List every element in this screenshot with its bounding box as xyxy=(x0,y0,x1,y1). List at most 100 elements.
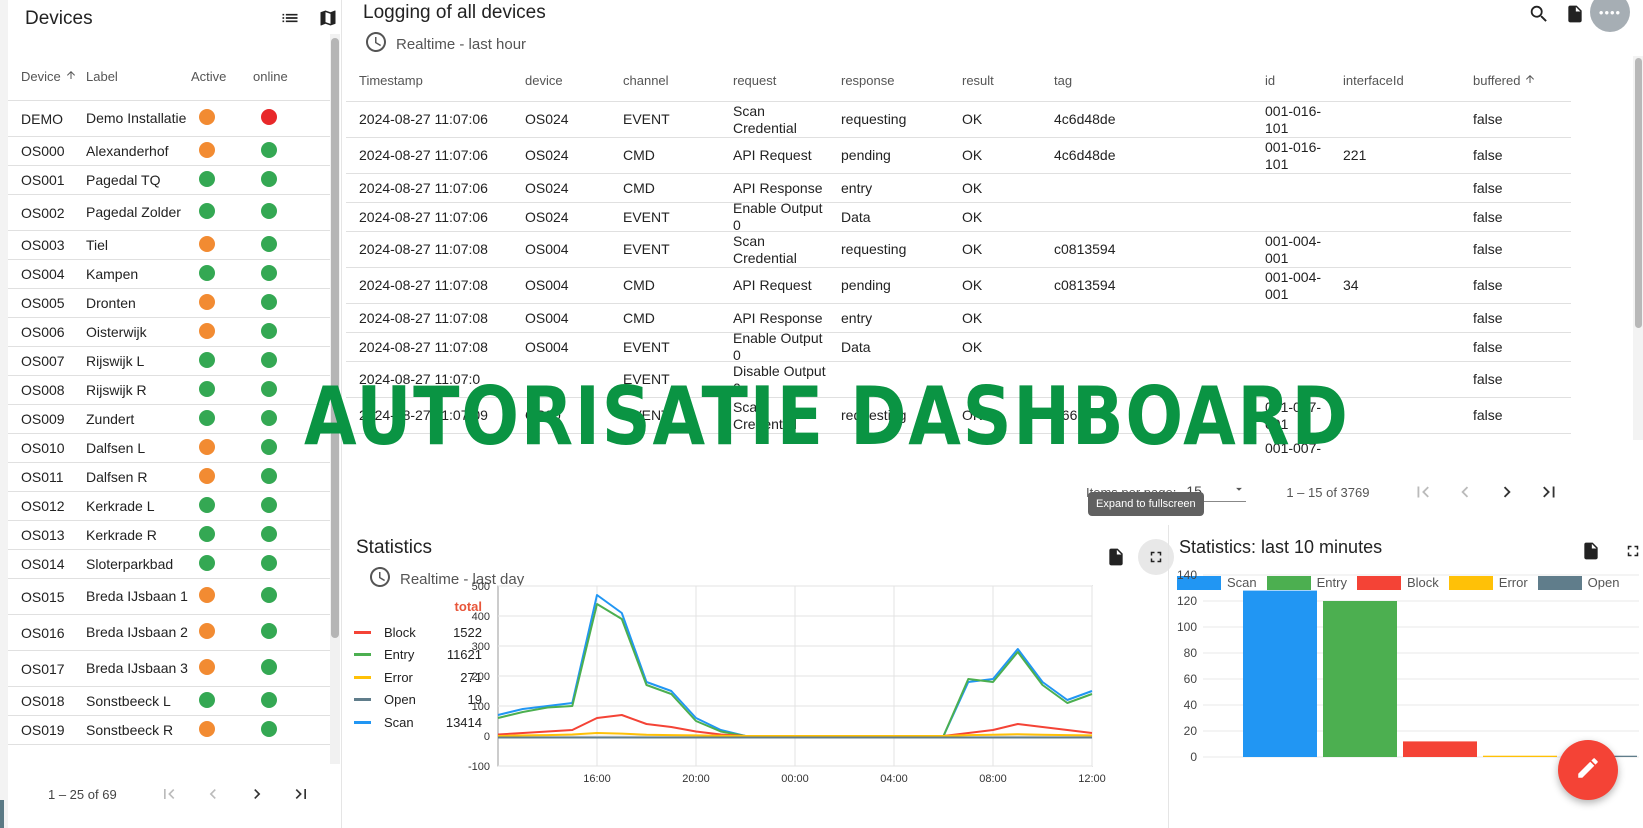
col-timestamp-header[interactable]: Timestamp xyxy=(359,73,423,88)
col-request-header[interactable]: request xyxy=(733,73,777,88)
prev-page-icon[interactable] xyxy=(201,782,225,806)
map-view-icon[interactable] xyxy=(316,6,340,30)
device-row[interactable]: OS016 Breda IJsbaan 2 xyxy=(8,615,330,651)
col-label-header[interactable]: Label xyxy=(86,68,118,84)
device-row[interactable]: OS013 Kerkrade R xyxy=(8,521,330,550)
device-row[interactable]: OS014 Sloterparkbad xyxy=(8,550,330,579)
stats10-legend-item[interactable]: Open xyxy=(1537,575,1619,590)
online-status xyxy=(253,203,313,222)
stats10-legend-item[interactable]: Scan xyxy=(1177,575,1257,590)
device-row[interactable]: OS000 Alexanderhof xyxy=(8,137,330,166)
first-page-icon[interactable] xyxy=(1411,480,1435,504)
device-row[interactable]: OS001 Pagedal TQ xyxy=(8,166,330,195)
device-row[interactable]: OS006 Oisterwijk xyxy=(8,318,330,347)
online-status xyxy=(253,720,313,740)
active-status-dot xyxy=(199,467,215,484)
col-channel-header[interactable]: channel xyxy=(623,73,669,88)
device-id: OS011 xyxy=(21,469,64,485)
bar-block xyxy=(1403,741,1477,757)
log-row[interactable]: 2024-08-27 11:07:06 OS024 CMD API Response e… xyxy=(346,174,1571,203)
legend-row[interactable]: Open 19 xyxy=(354,689,482,712)
log-row[interactable]: 001-007- xyxy=(346,434,1571,460)
first-page-icon[interactable] xyxy=(157,782,181,806)
online-status-dot xyxy=(261,554,277,571)
device-id: OS015 xyxy=(21,588,65,605)
legend-row[interactable]: Error 271 xyxy=(354,666,482,689)
stats10-legend-item[interactable]: Block xyxy=(1356,575,1439,590)
list-view-icon[interactable] xyxy=(278,6,302,30)
device-row[interactable]: OS017 Breda IJsbaan 3 xyxy=(8,651,330,687)
col-result-header[interactable]: result xyxy=(962,73,994,88)
last-page-icon[interactable] xyxy=(1537,480,1561,504)
device-row[interactable]: OS012 Kerkrade L xyxy=(8,492,330,521)
export-file-icon[interactable] xyxy=(1563,2,1587,26)
next-page-icon[interactable] xyxy=(245,782,269,806)
online-status-dot xyxy=(261,525,277,542)
prev-page-icon[interactable] xyxy=(1453,480,1477,504)
device-row[interactable]: OS011 Dalfsen R xyxy=(8,463,330,492)
more-options-button[interactable]: •••• xyxy=(1590,0,1630,32)
col-id-header[interactable]: id xyxy=(1265,73,1276,88)
device-label: Zundert xyxy=(86,410,135,427)
log-cell-timestamp: 2024-08-27 11:07:08 xyxy=(359,338,488,355)
device-row[interactable]: OS008 Rijswijk R xyxy=(8,376,330,405)
col-interfaceid-header[interactable]: interfaceId xyxy=(1343,73,1404,88)
col-device-header[interactable]: device xyxy=(525,73,563,88)
log-row[interactable]: 2024-08-27 11:07:08 OS004 EVENT Scan Creden… xyxy=(346,232,1571,268)
export-file-icon[interactable] xyxy=(1579,539,1603,563)
online-status xyxy=(253,322,313,342)
col-active-header[interactable]: Active xyxy=(191,68,227,84)
log-row[interactable]: 2024-08-27 11:07:06 OS024 EVENT Enable Outp… xyxy=(346,200,1571,233)
stats10-legend-item[interactable]: Error xyxy=(1448,575,1528,590)
device-row[interactable]: OS009 Zundert xyxy=(8,405,330,434)
log-row[interactable]: 2024-08-27 11:07:06 OS024 CMD API Request pe… xyxy=(346,138,1571,174)
legend-row[interactable]: Scan 13414 xyxy=(354,711,482,734)
col-online-header[interactable]: online xyxy=(253,68,288,84)
device-label: Oisterwijk xyxy=(86,323,147,340)
log-row[interactable]: 2024-08-27 11:07:06 OS024 EVENT Scan Creden… xyxy=(346,102,1571,138)
device-row[interactable]: OS010 Dalfsen L xyxy=(8,434,330,463)
online-status xyxy=(253,141,313,161)
log-row[interactable]: 2024-08-27 11:07:08 OS004 CMD API Request pe… xyxy=(346,268,1571,304)
device-row[interactable]: OS004 Kampen xyxy=(8,260,330,289)
logging-scrollbar-thumb[interactable] xyxy=(1635,58,1642,328)
log-row[interactable]: 2024-08-27 11:07:09 OS00 EVENT Scan Credent… xyxy=(346,398,1571,434)
col-device-header[interactable]: Device xyxy=(8,69,86,84)
col-tag-header[interactable]: tag xyxy=(1054,73,1073,88)
device-row[interactable]: OS002 Pagedal Zolder xyxy=(8,195,330,231)
col-response-header[interactable]: response xyxy=(841,73,895,88)
col-buffered-header[interactable]: buffered xyxy=(1460,72,1570,89)
logging-scrollbar[interactable] xyxy=(1633,56,1643,440)
device-row[interactable]: OS018 Sonstbeeck L xyxy=(8,687,330,716)
online-status xyxy=(253,525,313,545)
fullscreen-icon[interactable] xyxy=(1621,539,1643,563)
pencil-icon xyxy=(1575,755,1601,786)
active-status xyxy=(191,467,253,487)
legend-row[interactable]: Block 1522 xyxy=(354,621,482,644)
device-row[interactable]: DEMO Demo Installatie xyxy=(8,101,330,137)
log-row[interactable]: 2024-08-27 11:07:0 EVENT Disable Output 0 f… xyxy=(346,362,1571,398)
log-row[interactable]: 2024-08-27 11:07:08 OS004 EVENT Enable Outp… xyxy=(346,330,1571,363)
stats10-legend-item[interactable]: Entry xyxy=(1266,575,1347,590)
device-row[interactable]: OS019 Sonstbeeck R xyxy=(8,716,330,745)
log-row[interactable]: 2024-08-27 11:07:08 OS004 CMD API Response e… xyxy=(346,304,1571,333)
online-status xyxy=(253,109,313,128)
devices-scrollbar-thumb[interactable] xyxy=(331,38,339,638)
log-cell-device: OS004 xyxy=(525,309,569,326)
active-status xyxy=(191,141,253,161)
edit-fab-button[interactable] xyxy=(1558,740,1618,800)
device-row[interactable]: OS015 Breda IJsbaan 1 xyxy=(8,579,330,615)
export-file-icon[interactable] xyxy=(1104,545,1128,569)
device-row[interactable]: OS003 Tiel xyxy=(8,231,330,260)
log-cell-buffered: false xyxy=(1473,241,1503,257)
device-id: OS006 xyxy=(21,324,65,340)
last-page-icon[interactable] xyxy=(289,782,313,806)
devices-scrollbar[interactable] xyxy=(330,34,340,764)
search-icon[interactable] xyxy=(1527,2,1551,26)
devices-table: Device Label Active online DEMO Demo Inst… xyxy=(8,52,330,745)
device-row[interactable]: OS007 Rijswijk L xyxy=(8,347,330,376)
next-page-icon[interactable] xyxy=(1495,480,1519,504)
device-row[interactable]: OS005 Dronten xyxy=(8,289,330,318)
active-status xyxy=(191,264,253,284)
legend-row[interactable]: Entry 11621 xyxy=(354,644,482,667)
